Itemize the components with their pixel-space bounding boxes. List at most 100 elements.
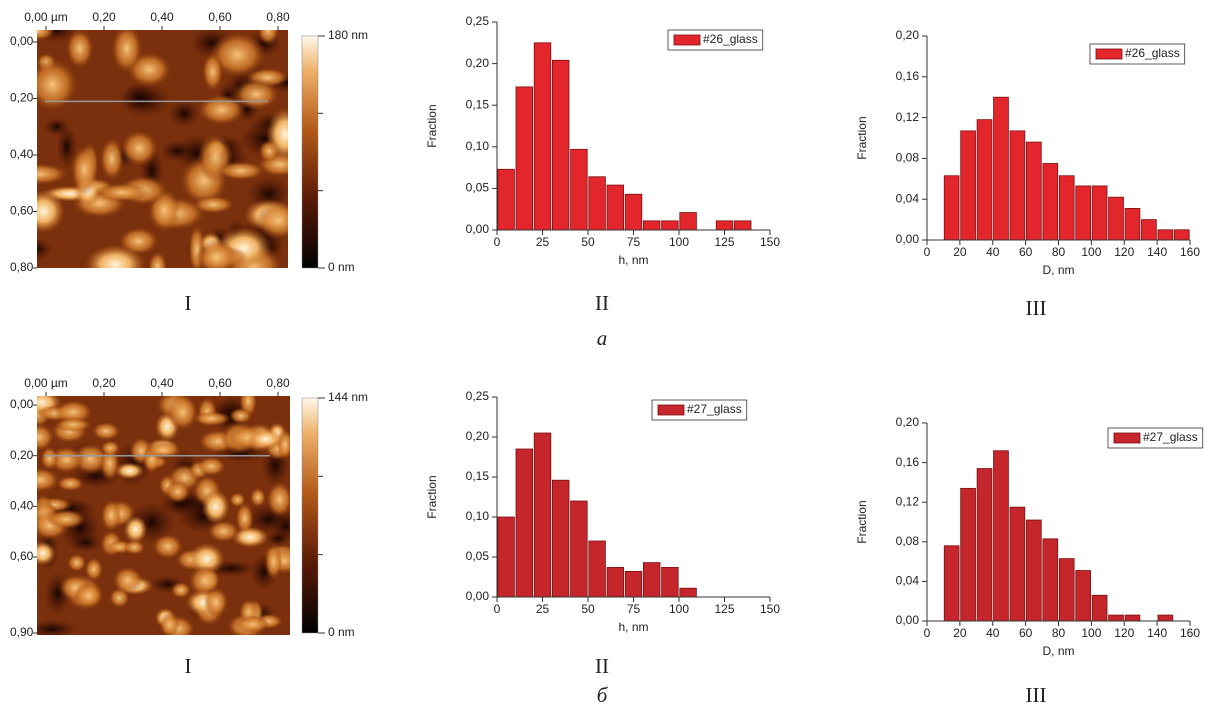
y-tick-label: 0,20 xyxy=(896,415,920,429)
afm-grain xyxy=(216,161,266,181)
afm-grain xyxy=(37,58,79,112)
y-tick-label: 0,20 xyxy=(10,91,34,105)
x-tick-label: 25 xyxy=(536,602,550,616)
bar xyxy=(533,432,552,598)
bar xyxy=(661,220,679,231)
afm-grain xyxy=(159,612,180,635)
afm-pit xyxy=(56,123,77,170)
bar xyxy=(960,130,976,241)
x-tick-label: 0 xyxy=(924,626,931,640)
afm-pit xyxy=(168,99,201,128)
bar xyxy=(515,86,534,231)
afm-grain xyxy=(40,446,59,470)
x-tick-label: 0,60 xyxy=(208,376,232,390)
bar xyxy=(643,220,661,231)
y-tick-label: 0,05 xyxy=(466,549,490,563)
afm-pit xyxy=(68,532,103,553)
bar xyxy=(1009,506,1026,622)
afm-grain xyxy=(147,251,168,268)
y-axis-label: Fraction xyxy=(425,104,439,147)
afm-grain xyxy=(37,30,56,41)
colorbar-label: 0 nm xyxy=(328,260,355,274)
afm-grain xyxy=(266,108,288,161)
afm-grain xyxy=(94,183,150,202)
afm-grain xyxy=(247,428,284,450)
afm-grain xyxy=(85,244,146,268)
bar xyxy=(976,468,993,622)
colorbar-label: 144 nm xyxy=(328,390,368,404)
afm-grain xyxy=(165,480,191,503)
x-axis-label: D, nm xyxy=(1042,263,1074,277)
panel-label: III xyxy=(1026,683,1047,707)
afm-grain xyxy=(70,145,98,196)
x-tick-label: 0,20 xyxy=(92,376,116,390)
x-tick-label: 0,00 µm xyxy=(24,376,68,390)
afm-grain xyxy=(196,238,237,268)
afm-grain xyxy=(123,539,146,555)
bar xyxy=(606,567,625,598)
x-tick-label: 0 xyxy=(924,245,931,259)
afm-grain xyxy=(99,137,125,181)
afm-image xyxy=(37,30,288,268)
x-tick-label: 20 xyxy=(953,245,967,259)
afm-grain xyxy=(170,581,191,599)
bar xyxy=(497,168,515,231)
x-tick-label: 60 xyxy=(1019,626,1033,640)
afm-grain xyxy=(111,30,143,74)
afm-grain xyxy=(264,543,283,580)
y-tick-label: 0,20 xyxy=(10,448,34,462)
x-tick-label: 80 xyxy=(1052,626,1066,640)
panel-label: I xyxy=(185,654,192,678)
legend-swatch xyxy=(1113,432,1141,444)
y-tick-label: 0,15 xyxy=(466,97,490,111)
panel-label: а xyxy=(597,326,608,350)
bar xyxy=(497,516,515,598)
y-axis-label: Fraction xyxy=(855,500,869,543)
y-axis-label: Fraction xyxy=(855,116,869,159)
y-tick-label: 0,40 xyxy=(10,147,34,161)
legend-swatch xyxy=(1095,48,1123,60)
y-tick-label: 0,40 xyxy=(10,499,34,513)
x-tick-label: 100 xyxy=(669,602,689,616)
afm-grain xyxy=(100,499,122,532)
bar xyxy=(1009,130,1026,241)
y-tick-label: 0,00 xyxy=(896,613,920,627)
y-tick-label: 0,60 xyxy=(10,549,34,563)
bar xyxy=(1124,207,1141,241)
afm-grain xyxy=(209,31,266,78)
legend-swatch xyxy=(657,404,685,416)
x-axis-label: D, nm xyxy=(1042,644,1074,658)
y-tick-label: 0,04 xyxy=(896,191,920,205)
x-tick-label: 100 xyxy=(669,235,689,249)
bar xyxy=(1042,163,1059,241)
y-tick-label: 0,90 xyxy=(10,625,34,639)
bar xyxy=(624,193,643,231)
y-tick-label: 0,00 xyxy=(466,222,490,236)
y-tick-label: 0,04 xyxy=(896,574,920,588)
afm-grain xyxy=(73,582,104,610)
legend-swatch xyxy=(673,34,701,46)
afm-grain xyxy=(56,475,85,492)
colorbar xyxy=(301,35,319,269)
y-tick-label: 0,25 xyxy=(466,389,490,403)
y-tick-label: 0,20 xyxy=(896,28,920,42)
panel-label: II xyxy=(595,654,609,678)
y-tick-label: 0,00 xyxy=(896,232,920,246)
bar xyxy=(993,450,1009,622)
x-tick-label: 125 xyxy=(714,602,734,616)
afm-grain xyxy=(266,481,290,518)
afm-grain xyxy=(65,30,94,69)
afm-grain xyxy=(84,557,104,582)
afm-grain xyxy=(53,399,93,425)
afm-grain xyxy=(201,489,230,525)
x-tick-label: 0,40 xyxy=(150,10,174,24)
y-tick-label: 0,00 xyxy=(10,34,34,48)
bar xyxy=(1042,538,1059,622)
afm-grain xyxy=(202,52,224,92)
x-tick-label: 0,80 xyxy=(266,10,290,24)
afm-grain xyxy=(192,411,231,426)
afm-grain xyxy=(109,587,130,608)
bar xyxy=(734,220,752,231)
bar xyxy=(1157,229,1174,241)
y-tick-label: 0,80 xyxy=(10,260,34,274)
